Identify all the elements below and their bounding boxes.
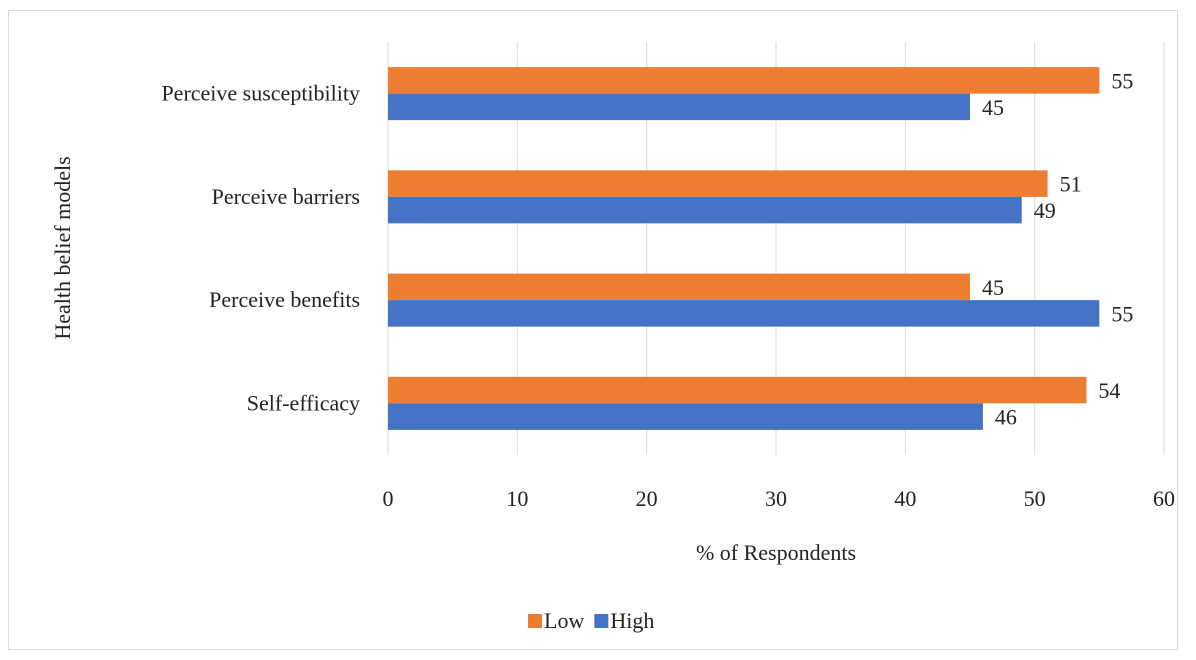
bar-low [388, 273, 970, 301]
bar-high [388, 93, 970, 121]
data-label: 55 [1111, 68, 1133, 93]
bar-high [388, 300, 1100, 327]
data-label: 54 [1098, 378, 1120, 403]
x-tick-label: 60 [1153, 486, 1175, 511]
legend-label-high: High [610, 608, 654, 633]
x-tick-label: 40 [894, 486, 916, 511]
category-label: Perceive barriers [212, 184, 360, 209]
bar-low [388, 170, 1048, 197]
category-label: Perceive benefits [209, 287, 360, 312]
x-tick-label: 20 [636, 486, 658, 511]
data-label: 49 [1034, 198, 1056, 223]
legend-swatch-high [594, 614, 609, 628]
x-tick-label: 50 [1024, 486, 1046, 511]
data-label: 55 [1111, 301, 1133, 326]
x-axis-title: % of Respondents [696, 540, 856, 565]
legend: Low High [528, 608, 654, 633]
legend-swatch-low [528, 614, 542, 628]
y-axis-title: Health belief models [50, 156, 75, 339]
bars [388, 67, 1100, 430]
bar-low [388, 376, 1087, 404]
bar-high [388, 196, 1022, 224]
data-label: 51 [1060, 172, 1082, 197]
data-label: 46 [995, 405, 1017, 430]
category-label: Perceive susceptibility [161, 81, 360, 106]
bar-high [388, 403, 983, 430]
x-tick-label: 0 [383, 486, 394, 511]
data-label: 45 [982, 95, 1004, 120]
category-label: Self-efficacy [247, 390, 360, 415]
data-label: 45 [982, 275, 1004, 300]
legend-label-low: Low [544, 608, 584, 633]
x-tick-label: 10 [506, 486, 528, 511]
bar-low [388, 67, 1100, 94]
x-tick-label: 30 [765, 486, 787, 511]
category-labels: Perceive susceptibility Perceive barriers… [161, 81, 360, 416]
x-tick-labels: 0 10 20 30 40 50 60 [383, 486, 1176, 511]
